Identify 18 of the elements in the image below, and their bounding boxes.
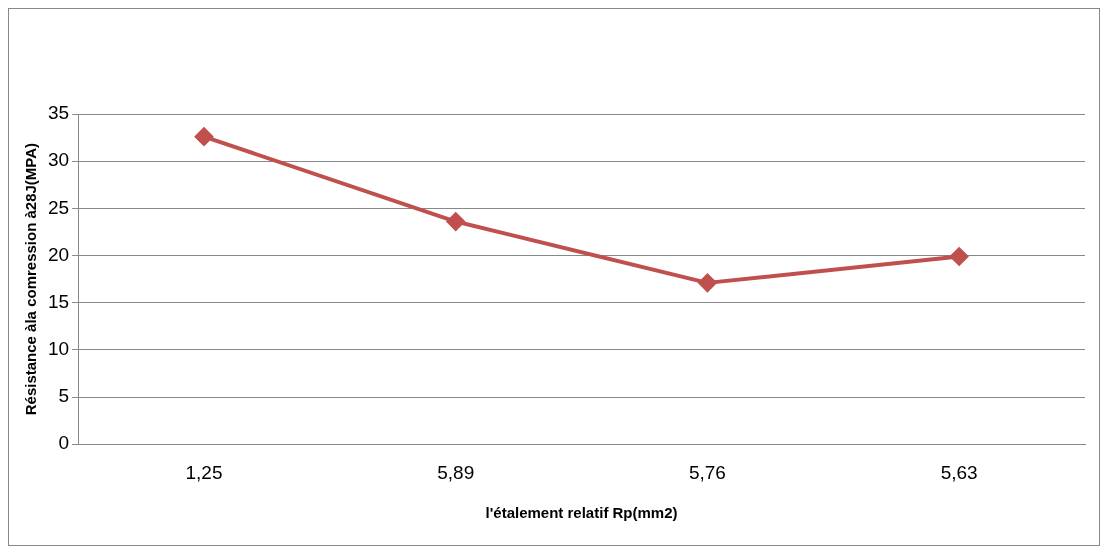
point xyxy=(950,247,969,266)
y-tick-label: 30 xyxy=(47,149,70,171)
y-tick-label: 25 xyxy=(47,196,70,218)
x-tick-label: 5,89 xyxy=(437,461,475,483)
x-tick-label: 1,25 xyxy=(185,461,223,483)
x-axis-title: l'étalement relatif Rp(mm2) xyxy=(485,504,678,522)
x-tick-label: 5,63 xyxy=(940,461,978,483)
y-axis-title: Résistance àla comression à28J(MPA) xyxy=(22,142,40,416)
y-tick-label: 20 xyxy=(47,243,70,265)
y-tick-label: 5 xyxy=(58,385,70,407)
y-tick-label: 0 xyxy=(58,432,70,454)
y-tick-label: 35 xyxy=(47,102,70,124)
point xyxy=(698,273,717,292)
x-tick-label: 5,76 xyxy=(688,461,726,483)
y-tick-label: 15 xyxy=(47,290,70,312)
y-tick-label: 10 xyxy=(47,338,70,360)
point xyxy=(194,127,213,146)
point xyxy=(446,212,465,231)
